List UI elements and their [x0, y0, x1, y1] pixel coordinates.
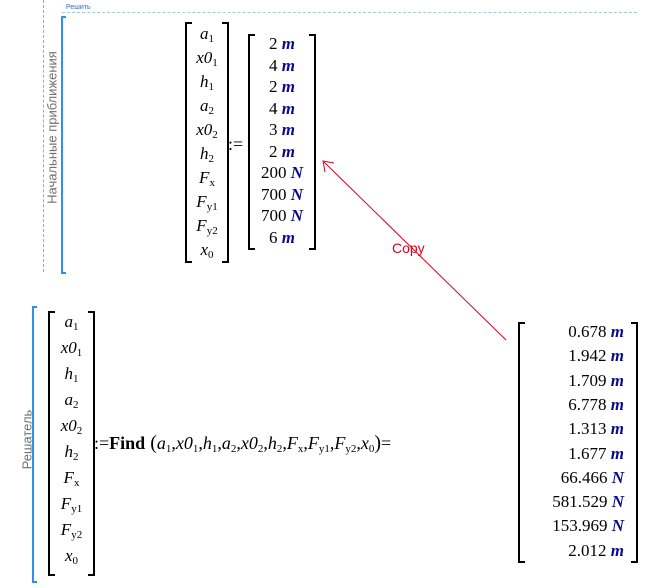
region-bracket-solver[interactable] — [32, 306, 37, 583]
matrix-value: 1.677 m — [568, 443, 624, 463]
unit-label: N — [611, 467, 624, 487]
matrix-value: 6.778 m — [568, 394, 624, 414]
find-argument: Fy2 — [334, 433, 357, 455]
unit-label: N — [290, 206, 304, 225]
matrix-value: 4 m — [269, 55, 295, 75]
matrix-value: 2 m — [269, 141, 295, 161]
unit-label: m — [610, 370, 624, 390]
unit-label: m — [281, 34, 295, 53]
unit-label: m — [610, 443, 624, 463]
region-label-solver: Решатель — [19, 409, 35, 470]
matrix-variable: a1 — [200, 24, 214, 45]
matrix-variable: Fy2 — [60, 520, 83, 541]
unit-label: N — [290, 184, 304, 204]
assign-operator: := — [228, 134, 244, 154]
matrix-variable: a2 — [64, 390, 79, 411]
result-matrix[interactable]: 0.678 m 1.942 m 1.709 m 6.778 m 1.313 m 1.677… — [518, 322, 638, 563]
unit-label: m — [281, 120, 295, 139]
matrix-variable: h1 — [64, 364, 79, 385]
matrix-variable: h2 — [200, 144, 214, 165]
lhs-matrix-initial[interactable]: a1 x01 h1 a2 x02 h2 Fx Fy1 Fy2 x0 — [185, 22, 229, 263]
region-tag[interactable]: Решить — [66, 4, 91, 11]
matrix-value: 2 m — [269, 77, 295, 96]
unit-label: N — [611, 516, 624, 536]
lhs-matrix-solver[interactable]: a1 x01 h1 a2 x02 h2 Fx Fy1 Fy2 x0 — [48, 311, 95, 576]
find-argument: x02 — [240, 433, 264, 455]
find-argument: x01 — [175, 433, 199, 455]
matrix-value: 700 N — [260, 206, 304, 225]
assign-operator: := — [94, 433, 110, 453]
find-function: Find — [109, 433, 146, 453]
matrix-value: 1.313 m — [568, 419, 624, 439]
matrix-value: 700 N — [260, 184, 304, 204]
unit-label: m — [610, 419, 624, 439]
matrix-variable: Fx — [63, 468, 80, 489]
matrix-value: 1.709 m — [568, 370, 624, 390]
matrix-variable: Fy1 — [60, 494, 83, 515]
find-expression[interactable]: :=Find (a1,x01,h1,a2,x02,h2,Fx,Fy1,Fy2,x… — [94, 432, 392, 455]
unit-label: m — [610, 322, 624, 341]
matrix-variable: x02 — [60, 416, 83, 437]
rhs-matrix-initial[interactable]: 2 m 4 m 2 m 4 m 3 m 2 m 200 N 700 N 700 N 6 m — [248, 34, 316, 250]
unit-label: m — [610, 394, 624, 414]
unit-label: m — [610, 346, 624, 366]
copy-annotation: Copy — [392, 240, 425, 256]
matrix-value: 4 m — [269, 98, 295, 118]
matrix-variable: h1 — [200, 72, 214, 93]
matrix-variable: x02 — [196, 120, 218, 141]
eval-operator: = — [381, 433, 392, 453]
matrix-variable: x0 — [200, 240, 214, 261]
find-argument: h2 — [267, 433, 283, 455]
matrix-value: 3 m — [269, 120, 295, 139]
unit-label: N — [290, 163, 304, 182]
matrix-value: 1.942 m — [568, 346, 624, 366]
region-boundary — [43, 0, 44, 272]
unit-label: m — [610, 540, 624, 560]
unit-label: m — [281, 227, 295, 247]
matrix-value: 2 m — [269, 34, 295, 53]
matrix-variable: Fx — [199, 168, 215, 189]
matrix-variable: a2 — [200, 96, 214, 117]
matrix-value: 0.678 m — [568, 322, 624, 341]
find-argument: Fy1 — [307, 433, 330, 455]
matrix-variable: Fy2 — [196, 216, 218, 237]
find-argument: x0 — [360, 433, 375, 455]
matrix-variable: x01 — [60, 338, 83, 359]
matrix-value: 6 m — [269, 227, 295, 247]
region-top-boundary — [62, 12, 637, 13]
matrix-value: 200 N — [260, 163, 304, 182]
region-bracket[interactable] — [61, 16, 66, 274]
matrix-variable: h2 — [64, 442, 79, 463]
matrix-value: 153.969 N — [552, 516, 624, 536]
unit-label: m — [281, 141, 295, 161]
matrix-value: 581.529 N — [552, 492, 624, 512]
find-argument: a1 — [156, 433, 172, 455]
find-argument: a2 — [221, 433, 237, 455]
find-argument: h1 — [202, 433, 218, 455]
matrix-variable: x01 — [196, 48, 218, 69]
matrix-variable: x0 — [64, 546, 79, 567]
find-argument: Fx — [286, 433, 304, 455]
unit-label: m — [281, 98, 295, 118]
unit-label: m — [281, 55, 295, 75]
find-arguments: a1,x01,h1,a2,x02,h2,Fx,Fy1,Fy2,x0 — [156, 433, 375, 455]
matrix-value: 66.466 N — [560, 467, 624, 487]
matrix-variable: Fy1 — [196, 192, 218, 213]
matrix-variable: a1 — [64, 312, 79, 333]
matrix-value: 2.012 m — [568, 540, 624, 560]
unit-label: N — [611, 492, 624, 512]
unit-label: m — [281, 77, 295, 96]
